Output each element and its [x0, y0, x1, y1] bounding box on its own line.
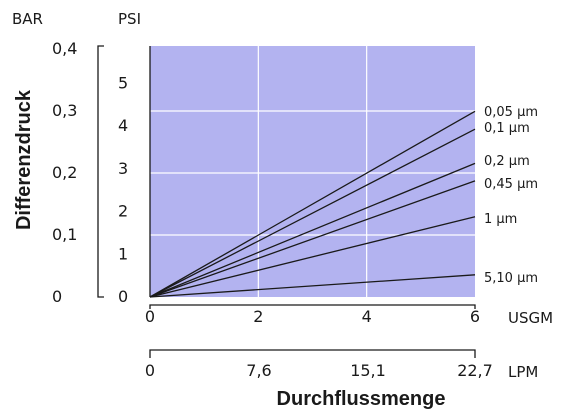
lpm-tick-label: 0 [145, 361, 155, 380]
grid-lines [150, 46, 475, 297]
y-axis-title: Differenzdruck [13, 89, 35, 230]
usgm-tick-label: 0 [145, 307, 155, 326]
series-labels: 0,05 µm0,1 µm 0,2 µm 0,45 µm 1 µm 5,10 µm [484, 105, 538, 286]
lpm-tick-label: 7,6 [246, 361, 271, 380]
series-line [149, 128, 476, 298]
series-lines [149, 110, 476, 298]
lpm-tick-label: 15,1 [350, 361, 386, 380]
series-label: 0,45 µm [484, 177, 538, 192]
series-line [149, 162, 476, 298]
usgm-tick-label: 2 [253, 307, 263, 326]
bar-tick-label: 0,2 [52, 163, 77, 182]
lpm-tick-label: 22,7 [457, 361, 493, 380]
psi-tick-label: 0 [118, 287, 128, 306]
series-line [149, 274, 476, 298]
bar-tick-label: 0,3 [52, 101, 77, 120]
series-line [149, 180, 476, 298]
psi-tick-label: 1 [118, 244, 128, 263]
lpm-axis-line [149, 349, 476, 358]
series-label: 1 µm [484, 212, 517, 227]
series-label: 0,2 µm [484, 154, 530, 169]
axes [97, 45, 476, 358]
tick-labels: 0 0,1 0,2 0,3 0,4 0 1 2 3 4 5 0 2 4 6 0 7,6 15,1 22,7 [52, 39, 493, 380]
lpm-unit-label: LPM [508, 363, 538, 381]
x-axis-title: Durchflussmenge [277, 388, 446, 410]
usgm-unit-label: USGM [508, 309, 553, 327]
series-label: 0,1 µm [484, 121, 530, 136]
series-line [149, 216, 476, 298]
bar-tick-label: 0,4 [52, 39, 77, 58]
psi-unit-label: PSI [118, 10, 141, 28]
series-label: 5,10 µm [484, 271, 538, 286]
psi-tick-label: 2 [118, 202, 128, 221]
plot-area [150, 46, 475, 297]
bar-axis-bracket [97, 45, 104, 298]
series-label: 0,05 µm [484, 105, 538, 120]
bar-tick-label: 0,1 [52, 225, 77, 244]
series-line [149, 110, 476, 298]
usgm-tick-label: 4 [362, 307, 372, 326]
psi-tick-label: 3 [118, 159, 128, 178]
usgm-tick-label: 6 [470, 307, 480, 326]
psi-tick-label: 4 [118, 116, 128, 135]
bar-tick-label: 0 [52, 287, 62, 306]
usgm-axis-line [149, 304, 476, 309]
bar-unit-label: BAR [12, 10, 43, 28]
psi-tick-label: 5 [118, 74, 128, 93]
